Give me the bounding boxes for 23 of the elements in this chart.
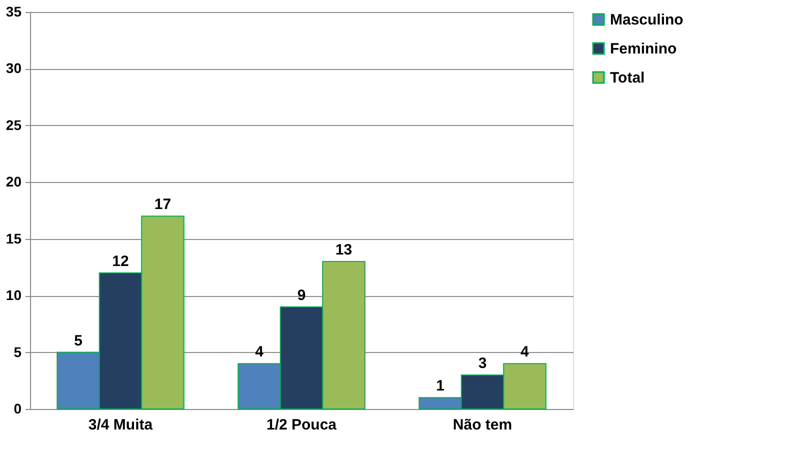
y-tick-label: 20: [6, 174, 22, 190]
x-tick-label: Não tem: [452, 416, 512, 434]
legend-label: Masculino: [610, 12, 684, 28]
y-tick-label: 30: [6, 60, 22, 76]
data-label: 3: [478, 354, 487, 372]
data-label: 17: [154, 196, 172, 214]
data-label: 9: [297, 286, 306, 304]
data-label: 12: [112, 252, 129, 270]
y-tick-label: 0: [14, 400, 22, 416]
y-tick-label: 5: [14, 344, 22, 360]
data-label: 13: [335, 242, 352, 259]
y-tick-label: 15: [6, 230, 22, 246]
x-tick-label: 1/2 Pouca: [266, 416, 338, 434]
x-tick-label: 3/4 Muita: [88, 416, 154, 434]
y-tick-label: 10: [6, 287, 22, 304]
data-label: 5: [74, 332, 82, 350]
y-tick-label: 35: [6, 4, 22, 20]
legend-label: Total: [610, 70, 645, 86]
legend-label: Feminino: [610, 40, 677, 58]
data-label: 1: [436, 378, 444, 395]
data-label: 4: [520, 344, 530, 361]
y-tick-label: 25: [6, 116, 22, 133]
data-label: 4: [255, 344, 264, 361]
